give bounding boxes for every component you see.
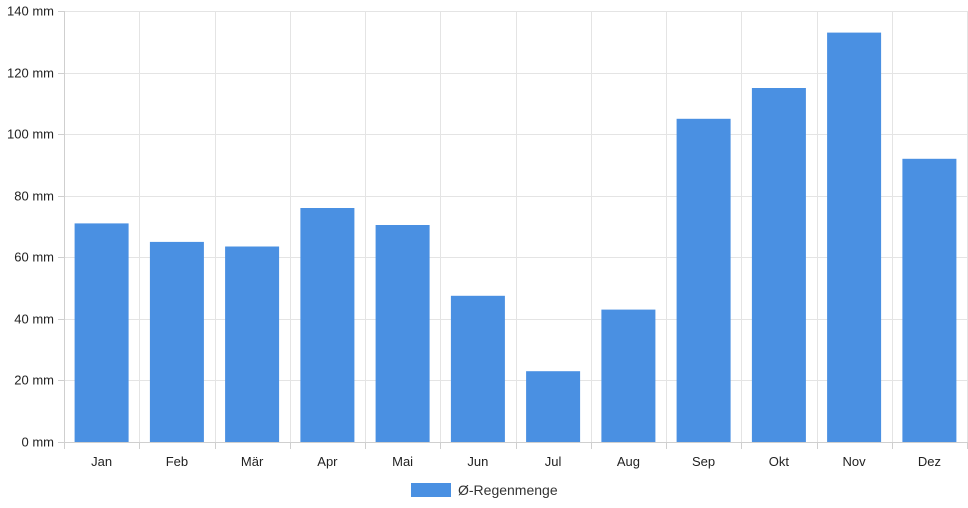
y-tick-label: 140 mm [7, 4, 54, 19]
y-axis-tick-labels: 0 mm 20 mm 40 mm 60 mm 80 mm 100 mm 120 mm 140 … [7, 4, 54, 450]
y-tick-label: 20 mm [14, 373, 54, 388]
legend[interactable]: Ø-Regenmenge [411, 482, 558, 498]
y-tick-label: 80 mm [14, 189, 54, 204]
x-tick-label: Jun [467, 454, 488, 469]
bar[interactable] [676, 118, 731, 443]
bar[interactable] [827, 32, 882, 442]
x-tick-label: Jan [91, 454, 112, 469]
x-tick-label: Jul [545, 454, 562, 469]
legend-label[interactable]: Ø-Regenmenge [458, 482, 558, 498]
legend-swatch[interactable] [411, 483, 451, 497]
x-tick-label: Mär [241, 454, 264, 469]
y-tick-label: 100 mm [7, 127, 54, 142]
bar[interactable] [300, 208, 355, 442]
x-tick-label: Apr [317, 454, 338, 469]
bar[interactable] [149, 241, 204, 442]
bars [74, 32, 957, 443]
grid [64, 11, 968, 442]
x-tick-label: Nov [843, 454, 867, 469]
y-tick-label: 120 mm [7, 66, 54, 81]
bar[interactable] [375, 225, 430, 442]
x-tick-label: Mai [392, 454, 413, 469]
bar[interactable] [601, 309, 656, 442]
x-tick-label: Sep [692, 454, 715, 469]
bar[interactable] [526, 371, 581, 442]
y-tick-label: 40 mm [14, 312, 54, 327]
bar[interactable] [902, 158, 957, 443]
x-tick-label: Feb [166, 454, 188, 469]
bar[interactable] [450, 295, 505, 442]
y-tick-label: 0 mm [22, 435, 55, 450]
y-tick-label: 60 mm [14, 250, 54, 265]
bar[interactable] [74, 223, 129, 442]
x-tick-label: Okt [769, 454, 790, 469]
x-tick-label: Aug [617, 454, 640, 469]
x-axis-tick-labels: Jan Feb Mär Apr Mai Jun Jul Aug Sep Okt Nov Dez [91, 454, 941, 469]
x-tick-label: Dez [918, 454, 941, 469]
bar[interactable] [225, 246, 280, 443]
bar[interactable] [751, 88, 806, 442]
